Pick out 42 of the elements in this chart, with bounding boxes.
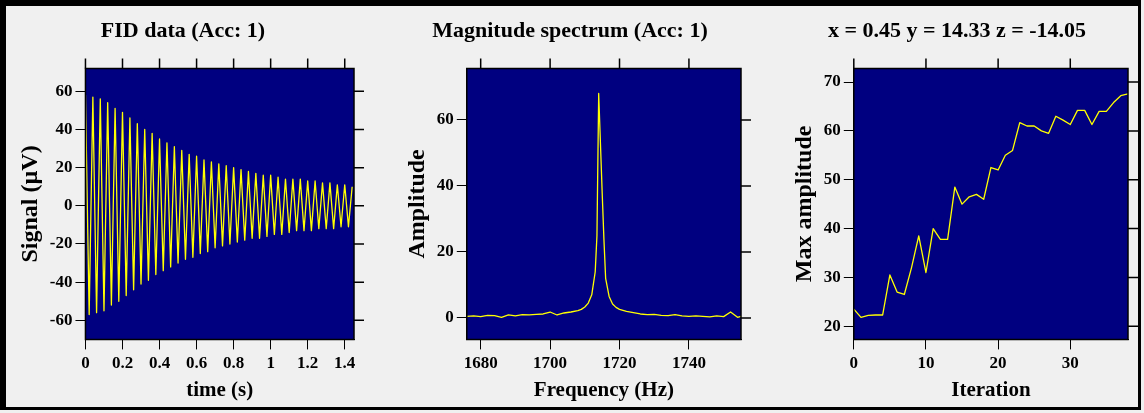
y-tick-label: -60 xyxy=(49,309,73,329)
x-tick-label: 1740 xyxy=(671,352,706,372)
y-axis-title: Max amplitude xyxy=(789,125,816,283)
y-tick-label: -40 xyxy=(49,271,73,291)
x-axis-title: time (s) xyxy=(186,376,254,401)
x-tick-label: 1.4 xyxy=(334,352,356,372)
x-tick-label: 0.2 xyxy=(111,352,134,372)
chart-title: FID data (Acc: 1) xyxy=(100,16,266,42)
y-axis-title: Signal (µV) xyxy=(15,145,42,263)
x-tick-label: 1680 xyxy=(463,352,498,372)
y-tick-label: 50 xyxy=(823,169,841,189)
y-tick-label: 60 xyxy=(823,120,841,140)
y-tick-label: 40 xyxy=(436,175,454,195)
y-tick-label: 70 xyxy=(823,71,841,91)
x-tick-label: 30 xyxy=(1061,352,1079,372)
x-tick-label: 1 xyxy=(266,352,275,372)
y-tick-label: 20 xyxy=(436,241,454,261)
y-tick-label: 20 xyxy=(823,315,841,335)
y-tick-label: 30 xyxy=(823,266,841,286)
x-tick-label: 0.6 xyxy=(185,352,208,372)
y-tick-label: 40 xyxy=(55,118,73,138)
x-tick-label: 0.8 xyxy=(223,352,245,372)
y-tick-label: 20 xyxy=(55,157,73,177)
y-axis-title: Amplitude xyxy=(402,148,429,259)
x-axis-title: Iteration xyxy=(951,376,1031,401)
x-tick-label: 1700 xyxy=(533,352,568,372)
y-tick-label: -20 xyxy=(49,233,73,253)
y-tick-label: 40 xyxy=(823,217,841,237)
chart-title: x = 0.45 y = 14.33 z = -14.05 xyxy=(827,16,1087,42)
y-tick-label: 0 xyxy=(445,307,454,327)
x-tick-label: 10 xyxy=(917,352,935,372)
x-tick-label: 0 xyxy=(81,352,90,372)
x-tick-label: 1.2 xyxy=(297,352,319,372)
x-tick-label: 20 xyxy=(989,352,1007,372)
x-tick-label: 0 xyxy=(849,352,859,372)
x-tick-label: 0.4 xyxy=(148,352,171,372)
y-tick-label: 0 xyxy=(63,195,73,215)
x-tick-label: 1720 xyxy=(602,352,637,372)
x-axis-title: Frequency (Hz) xyxy=(533,376,674,401)
y-tick-label: 60 xyxy=(436,109,454,129)
chart-title: Magnitude spectrum (Acc: 1) xyxy=(432,16,708,42)
y-tick-label: 60 xyxy=(55,80,73,100)
